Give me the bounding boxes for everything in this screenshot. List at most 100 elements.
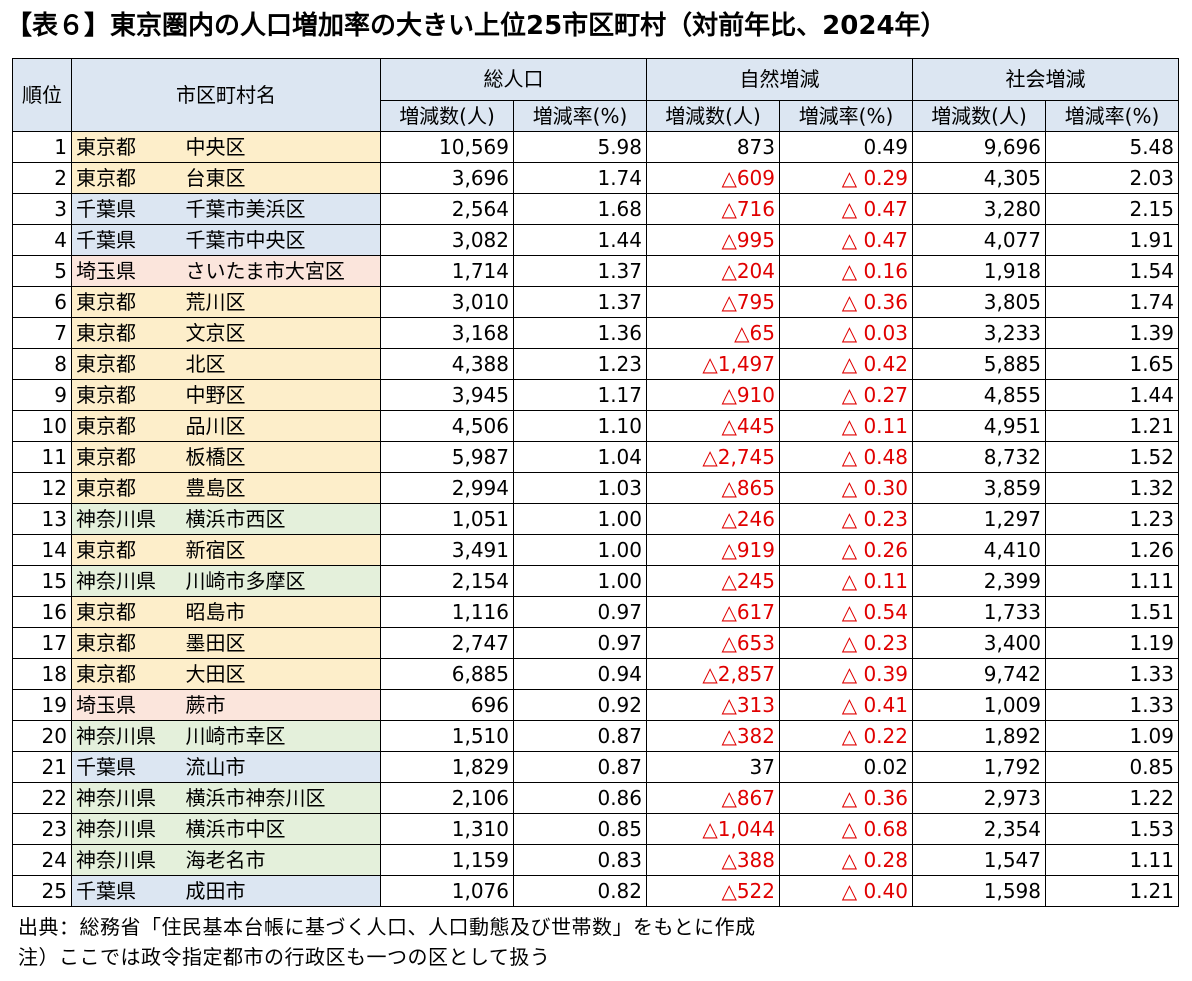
social-rate-cell: 1.52 [1045, 441, 1179, 473]
prefecture-cell: 東京都 [71, 534, 182, 566]
subheader-total-rate: 増減率(%) [513, 100, 647, 132]
municipality-cell: 流山市 [181, 751, 381, 783]
total-rate-cell: 0.94 [513, 658, 647, 690]
table-row: 8 東京都 北区 4,388 1.23 △1,497 △ 0.42 5,885 1.65 [12, 348, 1179, 380]
natural-count-cell: △388 [646, 844, 780, 876]
natural-count-cell: △245 [646, 565, 780, 597]
social-count-cell: 8,732 [912, 441, 1046, 473]
municipality-cell: さいたま市大宮区 [181, 255, 381, 287]
natural-count-cell: △716 [646, 193, 780, 225]
rank-cell: 25 [12, 875, 72, 907]
municipality-cell: 大田区 [181, 658, 381, 690]
natural-rate-cell: △ 0.23 [779, 503, 913, 535]
social-rate-cell: 1.44 [1045, 379, 1179, 411]
total-rate-cell: 0.97 [513, 596, 647, 628]
natural-count-cell: △910 [646, 379, 780, 411]
prefecture-cell: 神奈川県 [71, 782, 182, 814]
social-rate-cell: 1.33 [1045, 689, 1179, 721]
total-count-cell: 1,051 [380, 503, 514, 535]
social-count-cell: 4,305 [912, 162, 1046, 194]
natural-count-cell: △795 [646, 286, 780, 318]
total-count-cell: 2,154 [380, 565, 514, 597]
rank-cell: 7 [12, 317, 72, 349]
total-rate-cell: 1.00 [513, 565, 647, 597]
page-title: 【表６】東京圏内の人口増加率の大きい上位25市区町村（対前年比、2024年） [6, 11, 947, 41]
table-row: 5 埼玉県 さいたま市大宮区 1,714 1.37 △204 △ 0.16 1,918 1.54 [12, 255, 1179, 287]
total-rate-cell: 1.37 [513, 286, 647, 318]
prefecture-cell: 東京都 [71, 472, 182, 504]
total-count-cell: 2,994 [380, 472, 514, 504]
natural-rate-cell: △ 0.27 [779, 379, 913, 411]
prefecture-cell: 千葉県 [71, 751, 182, 783]
total-rate-cell: 1.10 [513, 410, 647, 442]
natural-count-cell: △2,745 [646, 441, 780, 473]
table-row: 19 埼玉県 蕨市 696 0.92 △313 △ 0.41 1,009 1.33 [12, 689, 1179, 721]
total-count-cell: 3,010 [380, 286, 514, 318]
natural-rate-cell: △ 0.48 [779, 441, 913, 473]
total-count-cell: 10,569 [380, 131, 514, 163]
municipality-cell: 横浜市西区 [181, 503, 381, 535]
table-row: 24 神奈川県 海老名市 1,159 0.83 △388 △ 0.28 1,547 1.11 [12, 844, 1179, 876]
subheader-total-count: 増減数(人) [380, 100, 514, 132]
natural-rate-cell: △ 0.11 [779, 565, 913, 597]
natural-rate-cell: △ 0.68 [779, 813, 913, 845]
source-note: 出典：総務省「住民基本台帳に基づく人口、人口動態及び世帯数」をもとに作成 [18, 915, 756, 939]
prefecture-cell: 東京都 [71, 596, 182, 628]
total-rate-cell: 1.03 [513, 472, 647, 504]
natural-rate-cell: △ 0.47 [779, 193, 913, 225]
prefecture-cell: 東京都 [71, 162, 182, 194]
table-row: 13 神奈川県 横浜市西区 1,051 1.00 △246 △ 0.23 1,297 1.23 [12, 503, 1179, 535]
social-rate-cell: 1.11 [1045, 565, 1179, 597]
municipality-cell: 墨田区 [181, 627, 381, 659]
natural-rate-cell: △ 0.42 [779, 348, 913, 380]
total-rate-cell: 0.87 [513, 720, 647, 752]
municipality-cell: 千葉市中央区 [181, 224, 381, 256]
rank-cell: 2 [12, 162, 72, 194]
social-count-cell: 2,973 [912, 782, 1046, 814]
table-row: 9 東京都 中野区 3,945 1.17 △910 △ 0.27 4,855 1.44 [12, 379, 1179, 411]
total-rate-cell: 1.17 [513, 379, 647, 411]
rank-cell: 24 [12, 844, 72, 876]
total-rate-cell: 0.83 [513, 844, 647, 876]
subheader-social-count: 増減数(人) [912, 100, 1046, 132]
rank-cell: 4 [12, 224, 72, 256]
social-count-cell: 3,859 [912, 472, 1046, 504]
natural-rate-cell: △ 0.30 [779, 472, 913, 504]
social-count-cell: 3,805 [912, 286, 1046, 318]
table-row: 18 東京都 大田区 6,885 0.94 △2,857 △ 0.39 9,742 1.33 [12, 658, 1179, 690]
social-count-cell: 2,354 [912, 813, 1046, 845]
rank-cell: 10 [12, 410, 72, 442]
social-count-cell: 4,410 [912, 534, 1046, 566]
header-social-change: 社会増減 [912, 58, 1179, 101]
social-count-cell: 1,009 [912, 689, 1046, 721]
rank-cell: 23 [12, 813, 72, 845]
prefecture-cell: 埼玉県 [71, 689, 182, 721]
social-rate-cell: 1.22 [1045, 782, 1179, 814]
population-table: 順位 市区町村名 総人口 自然増減 社会増減 増減数(人) 増減率(%) 増減数… [12, 58, 1179, 907]
natural-rate-cell: △ 0.03 [779, 317, 913, 349]
total-count-cell: 3,491 [380, 534, 514, 566]
social-count-cell: 9,742 [912, 658, 1046, 690]
table-row: 2 東京都 台東区 3,696 1.74 △609 △ 0.29 4,305 2.03 [12, 162, 1179, 194]
rank-cell: 17 [12, 627, 72, 659]
rank-cell: 15 [12, 565, 72, 597]
rank-cell: 19 [12, 689, 72, 721]
table-row: 22 神奈川県 横浜市神奈川区 2,106 0.86 △867 △ 0.36 2,973 1.2… [12, 782, 1179, 814]
natural-rate-cell: △ 0.41 [779, 689, 913, 721]
total-rate-cell: 1.68 [513, 193, 647, 225]
prefecture-cell: 神奈川県 [71, 565, 182, 597]
social-count-cell: 1,892 [912, 720, 1046, 752]
municipality-cell: 中野区 [181, 379, 381, 411]
social-rate-cell: 2.15 [1045, 193, 1179, 225]
total-rate-cell: 1.36 [513, 317, 647, 349]
table-row: 6 東京都 荒川区 3,010 1.37 △795 △ 0.36 3,805 1.74 [12, 286, 1179, 318]
natural-rate-cell: △ 0.39 [779, 658, 913, 690]
social-rate-cell: 1.74 [1045, 286, 1179, 318]
total-rate-cell: 5.98 [513, 131, 647, 163]
municipality-cell: 蕨市 [181, 689, 381, 721]
total-rate-cell: 1.04 [513, 441, 647, 473]
natural-rate-cell: △ 0.36 [779, 286, 913, 318]
municipality-cell: 中央区 [181, 131, 381, 163]
social-rate-cell: 1.65 [1045, 348, 1179, 380]
natural-count-cell: △65 [646, 317, 780, 349]
